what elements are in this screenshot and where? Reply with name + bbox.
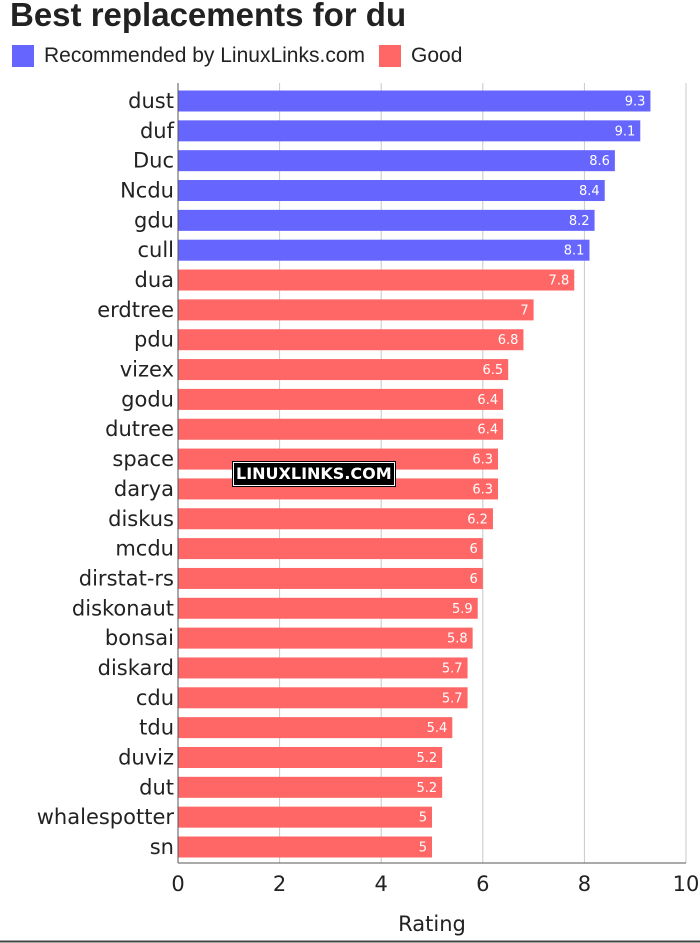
- category-label: dua: [134, 268, 174, 292]
- x-tick-label: 6: [476, 872, 489, 896]
- data-label: 5: [419, 841, 427, 856]
- category-label: mcdu: [115, 537, 174, 561]
- bar: [178, 299, 534, 321]
- category-label: diskonaut: [72, 596, 174, 620]
- data-label: 9.1: [615, 124, 636, 139]
- watermark-logo: LINUXLINKS.COM: [233, 462, 395, 486]
- data-label: 8.2: [569, 214, 590, 229]
- category-label: tdu: [139, 716, 174, 740]
- data-label: 8.4: [579, 184, 600, 199]
- data-label: 6: [470, 542, 478, 557]
- x-tick-label: 10: [673, 872, 700, 896]
- bar: [178, 90, 651, 112]
- category-label: dust: [128, 89, 174, 113]
- legend-item-good: Good: [379, 44, 462, 68]
- x-tick-label: 8: [578, 872, 591, 896]
- legend-label-good: Good: [411, 44, 463, 67]
- legend-item-recommended: Recommended by LinuxLinks.com: [12, 44, 365, 68]
- category-label: dirstat-rs: [79, 566, 174, 590]
- bar: [178, 538, 483, 560]
- category-label: duviz: [118, 745, 174, 769]
- data-label: 6.8: [498, 333, 519, 348]
- data-label: 7: [520, 303, 528, 318]
- category-label: bonsai: [105, 626, 174, 650]
- data-label: 9.3: [625, 95, 646, 110]
- category-label: godu: [121, 387, 174, 411]
- bar: [178, 329, 524, 351]
- bar: [178, 269, 575, 291]
- bar: [178, 836, 432, 858]
- category-label: cull: [137, 238, 174, 262]
- legend-label-recommended: Recommended by LinuxLinks.com: [44, 44, 365, 67]
- bar: [178, 567, 483, 589]
- category-label: vizex: [120, 358, 174, 382]
- category-label: whalespotter: [37, 805, 175, 829]
- data-label: 7.8: [549, 274, 570, 289]
- category-label: gdu: [134, 208, 174, 232]
- x-tick-label: 0: [171, 872, 184, 896]
- data-label: 6.4: [477, 423, 498, 438]
- data-label: 5: [419, 811, 427, 826]
- bar: [178, 150, 615, 172]
- category-label: diskard: [98, 656, 174, 680]
- data-label: 6: [470, 572, 478, 587]
- bar: [178, 120, 641, 142]
- bar: [178, 776, 443, 798]
- data-label: 8.1: [564, 244, 585, 259]
- data-label: 5.4: [427, 721, 448, 736]
- category-label: pdu: [134, 328, 174, 352]
- data-label: 5.2: [416, 781, 437, 796]
- category-label: Duc: [133, 149, 174, 173]
- bar: [178, 239, 590, 261]
- category-label: space: [112, 447, 174, 471]
- data-label: 5.9: [452, 602, 473, 617]
- data-label: 8.6: [589, 154, 610, 169]
- data-label: 5.2: [416, 751, 437, 766]
- legend-swatch-good: [379, 45, 401, 67]
- chart-title: Best replacements for du: [10, 0, 407, 33]
- category-label: sn: [150, 835, 174, 859]
- x-axis-title: Rating: [398, 912, 466, 936]
- bar: [178, 418, 504, 440]
- bar: [178, 717, 453, 739]
- bar: [178, 657, 468, 679]
- bar: [178, 508, 493, 530]
- category-label: erdtree: [97, 298, 174, 322]
- x-tick-label: 4: [375, 872, 388, 896]
- bar: [178, 597, 478, 619]
- data-label: 5.8: [447, 632, 468, 647]
- data-label: 5.7: [442, 661, 463, 676]
- bar: [178, 388, 504, 410]
- x-tick-label: 2: [273, 872, 286, 896]
- category-label: darya: [114, 477, 174, 501]
- data-label: 6.5: [483, 363, 504, 378]
- category-label: duf: [140, 119, 175, 143]
- category-label: dut: [139, 775, 174, 799]
- category-label: diskus: [108, 507, 174, 531]
- legend-swatch-recommended: [12, 45, 34, 67]
- data-label: 5.7: [442, 691, 463, 706]
- category-label: dutree: [105, 417, 174, 441]
- bar: [178, 806, 432, 828]
- data-label: 6.3: [472, 482, 493, 497]
- data-label: 6.4: [477, 393, 498, 408]
- bar: [178, 180, 605, 202]
- category-label: cdu: [136, 686, 174, 710]
- bar: [178, 687, 468, 709]
- bar: [178, 746, 443, 768]
- data-label: 6.3: [472, 453, 493, 468]
- data-label: 6.2: [467, 512, 488, 527]
- category-label: Ncdu: [120, 179, 174, 203]
- chart-legend: Recommended by LinuxLinks.com Good: [12, 42, 476, 70]
- bar: [178, 209, 595, 231]
- bar: [178, 627, 473, 649]
- bar: [178, 359, 509, 381]
